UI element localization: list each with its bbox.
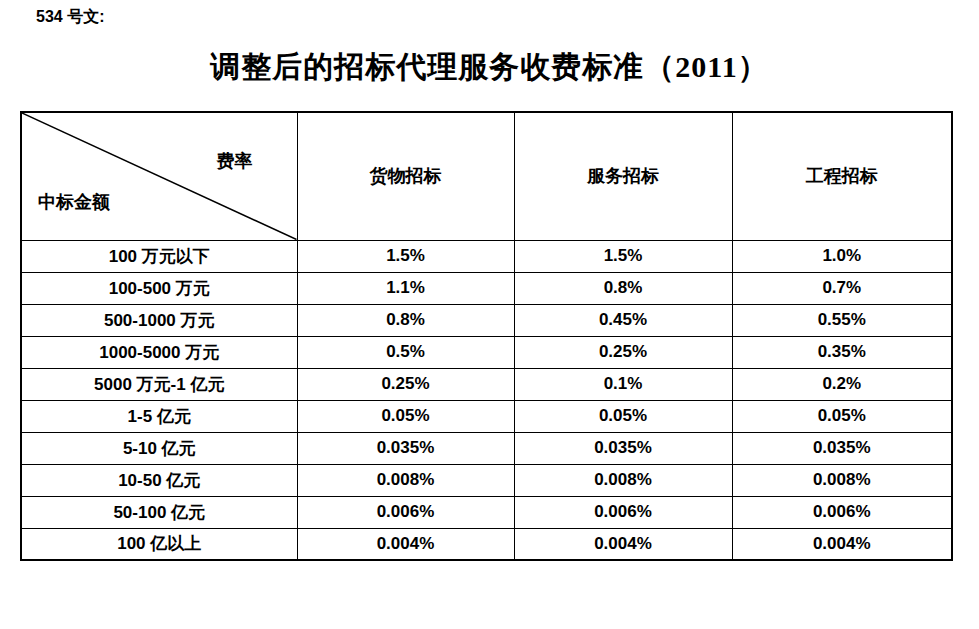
table-row: 10-50 亿元 0.008% 0.008% 0.008% [21, 464, 952, 496]
fee-cell: 0.1% [514, 368, 732, 400]
corner-header-cell: 费率 中标金额 [21, 112, 297, 240]
fee-cell: 0.8% [514, 272, 732, 304]
column-header-goods: 货物招标 [297, 112, 514, 240]
fee-cell: 0.035% [514, 432, 732, 464]
table-row: 5-10 亿元 0.035% 0.035% 0.035% [21, 432, 952, 464]
row-label: 50-100 亿元 [21, 496, 297, 528]
corner-label-amount: 中标金额 [38, 190, 110, 214]
fee-standard-table: 费率 中标金额 货物招标 服务招标 工程招标 100 万元以下 1.5% 1.5… [20, 111, 953, 561]
corner-label-rate: 费率 [217, 149, 253, 173]
fee-cell: 0.45% [514, 304, 732, 336]
doc-number-label: 534 号文: [36, 7, 104, 28]
fee-cell: 0.008% [514, 464, 732, 496]
fee-cell: 0.035% [732, 432, 952, 464]
row-label: 100 亿以上 [21, 528, 297, 560]
row-label: 500-1000 万元 [21, 304, 297, 336]
column-header-service: 服务招标 [514, 112, 732, 240]
fee-cell: 0.25% [514, 336, 732, 368]
table-row: 1000-5000 万元 0.5% 0.25% 0.35% [21, 336, 952, 368]
row-label: 10-50 亿元 [21, 464, 297, 496]
fee-cell: 1.5% [297, 240, 514, 272]
fee-cell: 0.004% [514, 528, 732, 560]
fee-cell: 0.05% [297, 400, 514, 432]
fee-cell: 0.25% [297, 368, 514, 400]
row-label: 5000 万元-1 亿元 [21, 368, 297, 400]
diagonal-line [22, 113, 297, 240]
fee-cell: 0.006% [732, 496, 952, 528]
fee-cell: 0.008% [732, 464, 952, 496]
fee-cell: 0.004% [297, 528, 514, 560]
fee-cell: 0.8% [297, 304, 514, 336]
fee-cell: 0.2% [732, 368, 952, 400]
row-label: 1000-5000 万元 [21, 336, 297, 368]
row-label: 1-5 亿元 [21, 400, 297, 432]
table-row: 500-1000 万元 0.8% 0.45% 0.55% [21, 304, 952, 336]
fee-cell: 0.035% [297, 432, 514, 464]
fee-cell: 1.0% [732, 240, 952, 272]
fee-cell: 0.008% [297, 464, 514, 496]
fee-cell: 0.05% [514, 400, 732, 432]
table-row: 100 万元以下 1.5% 1.5% 1.0% [21, 240, 952, 272]
header-row: 费率 中标金额 货物招标 服务招标 工程招标 [21, 112, 952, 240]
table-row: 100-500 万元 1.1% 0.8% 0.7% [21, 272, 952, 304]
fee-cell: 0.05% [732, 400, 952, 432]
page-title: 调整后的招标代理服务收费标准（2011） [0, 47, 979, 88]
table-row: 5000 万元-1 亿元 0.25% 0.1% 0.2% [21, 368, 952, 400]
fee-cell: 0.55% [732, 304, 952, 336]
fee-cell: 1.1% [297, 272, 514, 304]
row-label: 100 万元以下 [21, 240, 297, 272]
fee-cell: 0.006% [514, 496, 732, 528]
fee-cell: 0.5% [297, 336, 514, 368]
row-label: 5-10 亿元 [21, 432, 297, 464]
fee-cell: 0.35% [732, 336, 952, 368]
fee-cell: 0.004% [732, 528, 952, 560]
row-label: 100-500 万元 [21, 272, 297, 304]
fee-cell: 0.7% [732, 272, 952, 304]
fee-cell: 0.006% [297, 496, 514, 528]
table-row: 50-100 亿元 0.006% 0.006% 0.006% [21, 496, 952, 528]
table-row: 100 亿以上 0.004% 0.004% 0.004% [21, 528, 952, 560]
column-header-engineering: 工程招标 [732, 112, 952, 240]
fee-cell: 1.5% [514, 240, 732, 272]
table-row: 1-5 亿元 0.05% 0.05% 0.05% [21, 400, 952, 432]
